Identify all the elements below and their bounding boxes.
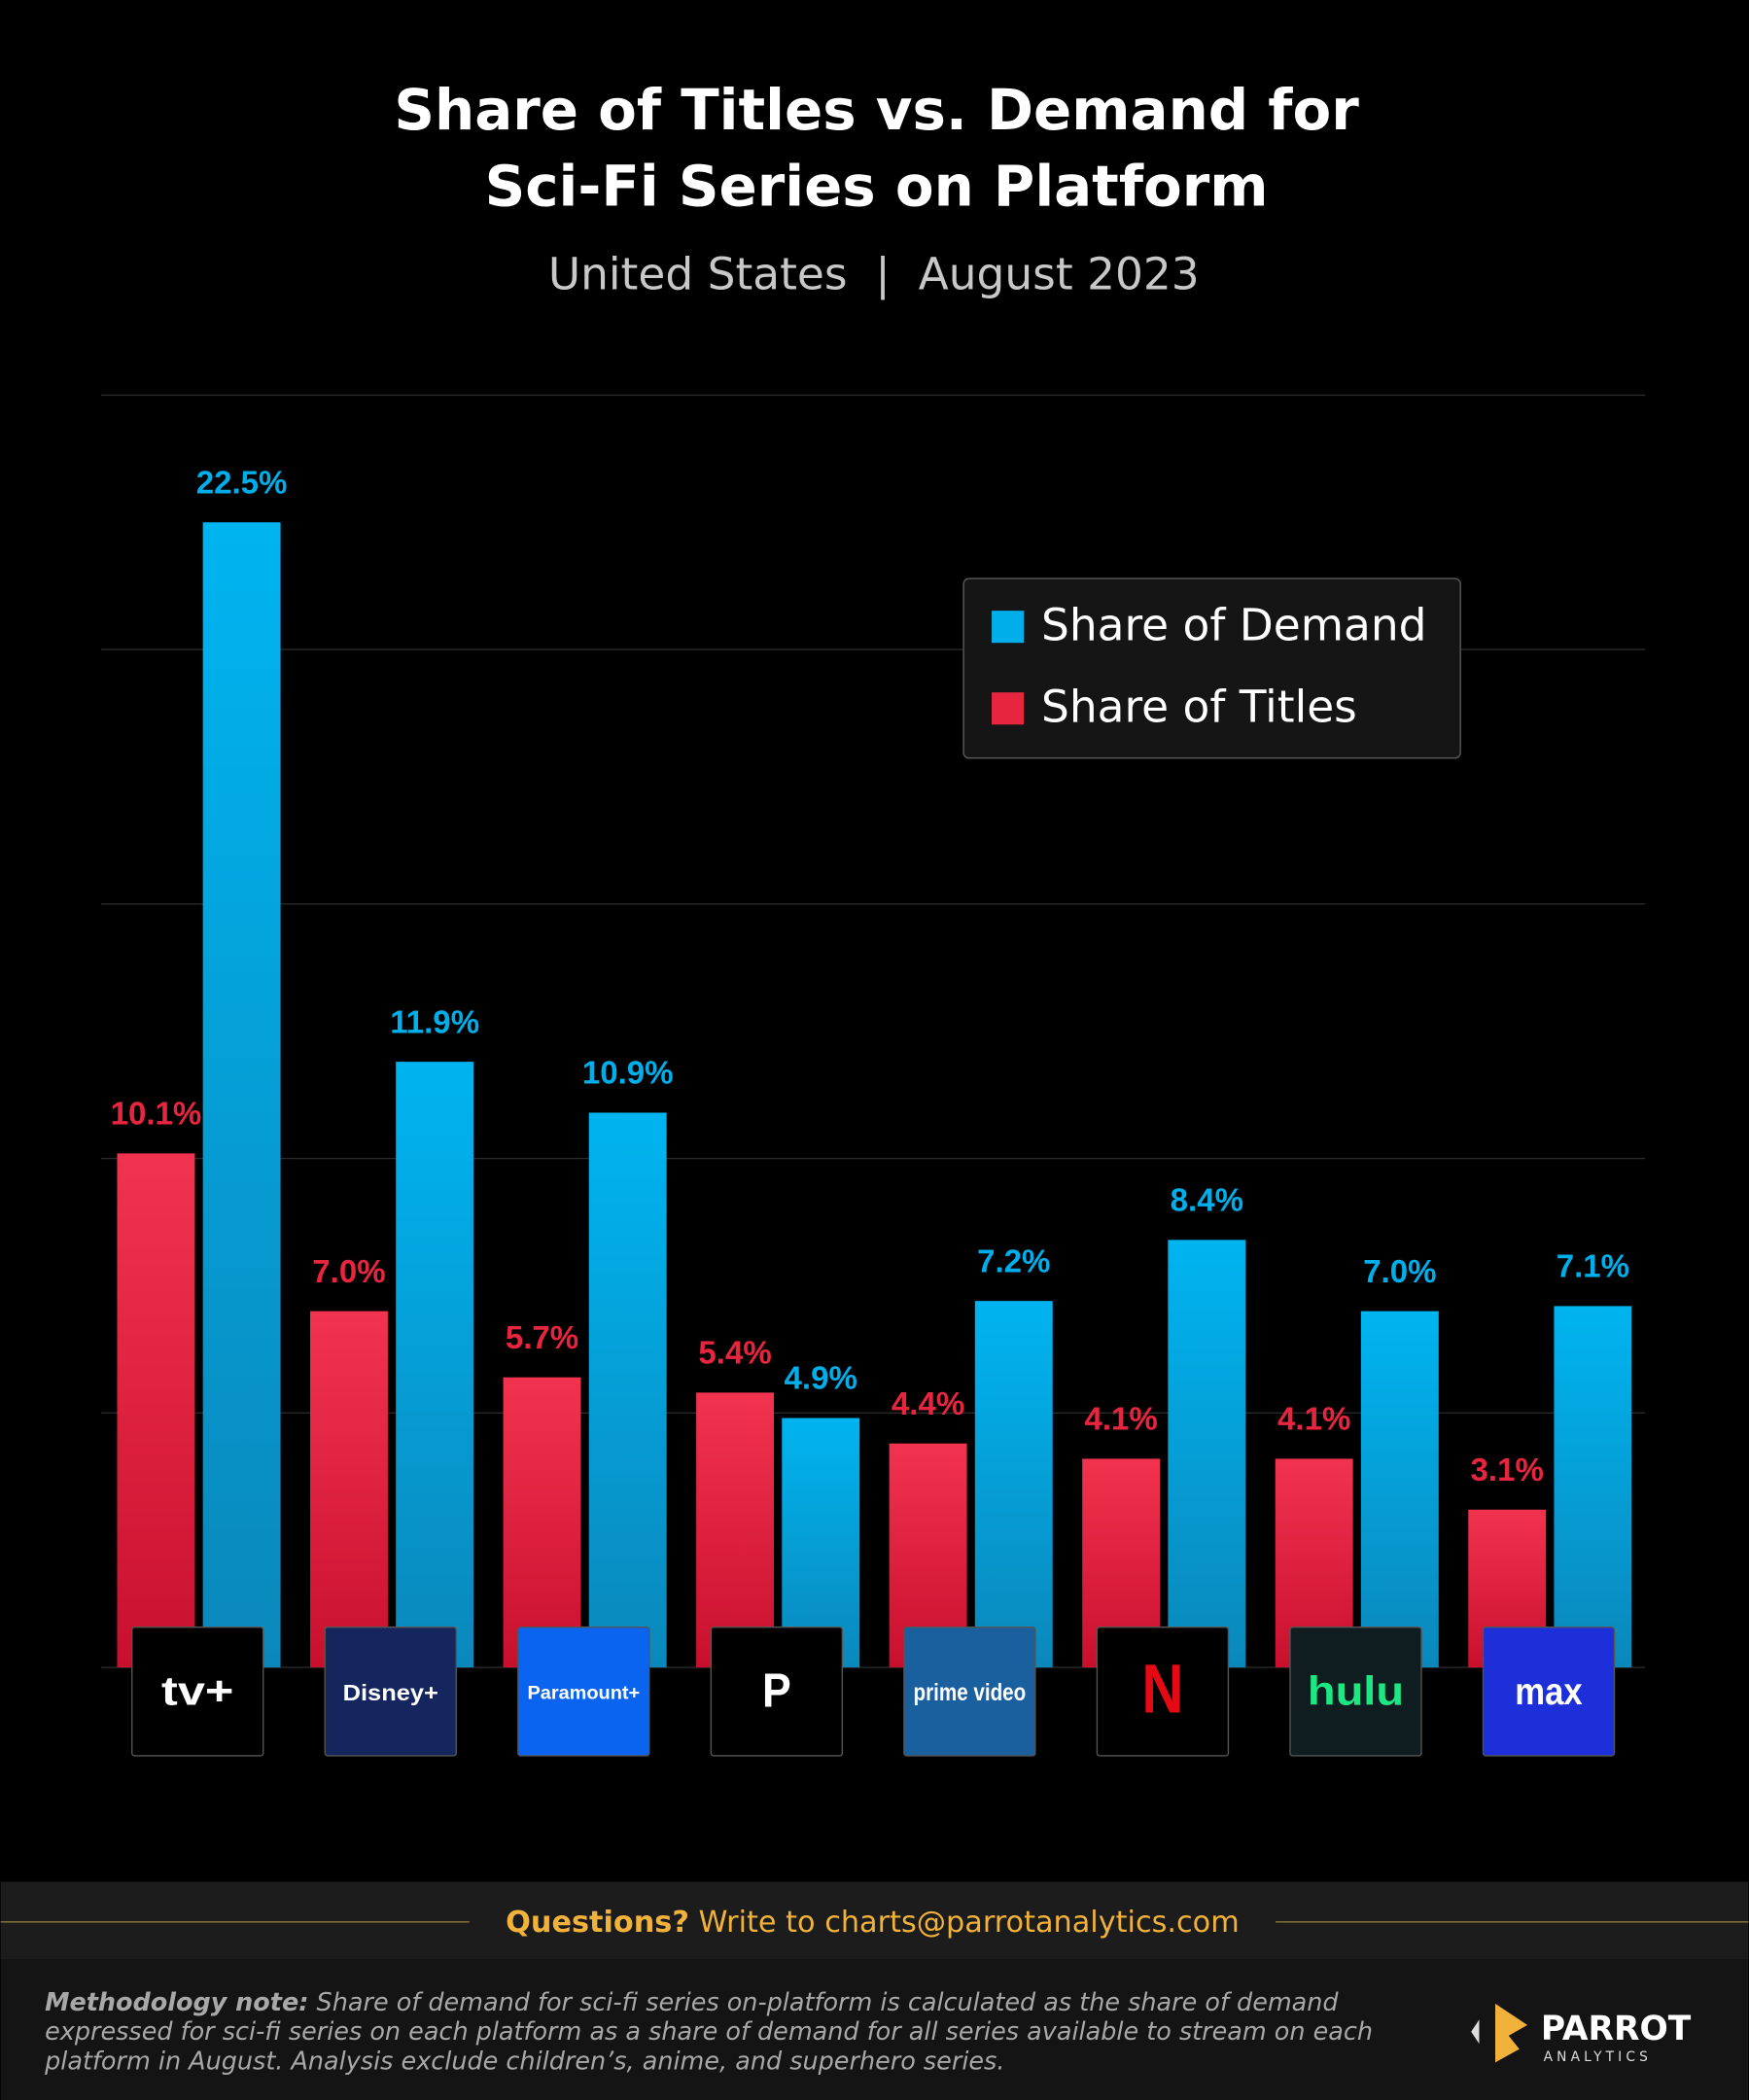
value-label: 7.0% (1363, 1254, 1436, 1290)
value-label: 5.4% (698, 1336, 771, 1372)
value-label: 11.9% (390, 1004, 479, 1040)
legend-swatch (992, 611, 1025, 644)
plot-area: 10.1% 22.5% tv+ 7.0% 11.9% Disney+ 5.7% 10.9% Pa… (100, 394, 1646, 1757)
x-tick-label: Paramount+ (527, 1684, 640, 1704)
logo-tile (903, 1627, 1036, 1757)
bar (1168, 1240, 1246, 1668)
logo-tile (517, 1627, 650, 1757)
x-tick-label: N (1141, 1651, 1183, 1729)
bar (974, 1301, 1053, 1668)
logo-tile (1289, 1627, 1422, 1757)
x-tick-label: prime video (914, 1680, 1027, 1706)
bar (782, 1418, 860, 1668)
legend-label: Share of Demand (1041, 600, 1426, 651)
note-line: Methodology note: Share of demand for sc… (45, 1988, 1339, 2017)
bar (696, 1392, 775, 1668)
brand-mark (1494, 2003, 1528, 2063)
logo-tile (1096, 1627, 1230, 1757)
logo-tile (710, 1627, 844, 1757)
footer-band (0, 1881, 1749, 1960)
x-tick-label: P (762, 1663, 791, 1718)
value-label: 10.9% (582, 1056, 674, 1092)
bar (202, 522, 281, 1668)
value-label: 5.7% (506, 1320, 578, 1356)
value-label: 4.9% (785, 1361, 857, 1397)
note-label: Methodology note: (45, 1988, 308, 2017)
chart-title: Share of Titles vs. Demand for (394, 77, 1359, 143)
bar (396, 1062, 474, 1668)
x-tick-label: Disney+ (343, 1680, 438, 1705)
contact-line: Questions? Write to charts@parrotanalyti… (506, 1906, 1240, 1940)
legend-label: Share of Titles (1041, 682, 1357, 733)
legend-box (962, 578, 1461, 759)
value-label: 4.4% (892, 1386, 964, 1422)
note-text: Share of demand for sci-fi series on-pla… (317, 1988, 1340, 2017)
note-line: platform in August. Analysis exclude chi… (44, 2047, 1004, 2076)
logo-tile (324, 1627, 457, 1757)
questions: Questions? (506, 1906, 689, 1940)
x-tick-label: hulu (1308, 1669, 1404, 1714)
value-label: 7.1% (1557, 1249, 1629, 1285)
brand-sub: ANALYTICS (1544, 2049, 1652, 2065)
logo-tile (131, 1627, 264, 1757)
logo-tile (1482, 1627, 1616, 1757)
x-tick-label: max (1515, 1671, 1583, 1713)
chart-title: Sci-Fi Series on Platform (485, 154, 1269, 220)
value-label: 4.1% (1277, 1402, 1350, 1438)
bar (1554, 1306, 1632, 1668)
note-band (0, 1959, 1749, 2100)
legend-swatch (992, 692, 1025, 725)
bar (588, 1112, 667, 1668)
chart-subtitle: United States | August 2023 (548, 249, 1200, 301)
value-label: 3.1% (1471, 1452, 1544, 1488)
value-label: 7.2% (977, 1243, 1050, 1279)
bar (1360, 1311, 1439, 1668)
bar (310, 1311, 388, 1668)
value-label: 7.0% (312, 1254, 385, 1290)
value-label: 22.5% (196, 465, 288, 501)
value-label: 4.1% (1084, 1402, 1157, 1438)
bar (117, 1153, 195, 1668)
brand-mark (1471, 2019, 1480, 2045)
contact: Write to charts@parrotanalytics.com (699, 1906, 1240, 1940)
legend: Share of Demand Share of Titles (962, 578, 1461, 759)
bar (503, 1377, 581, 1668)
value-label: 10.1% (111, 1097, 202, 1133)
brand: PARROT (1541, 2010, 1692, 2048)
x-tick-label: tv+ (161, 1669, 233, 1714)
note-line: expressed for sci-fi series on each plat… (45, 2017, 1373, 2047)
value-label: 8.4% (1171, 1182, 1243, 1218)
